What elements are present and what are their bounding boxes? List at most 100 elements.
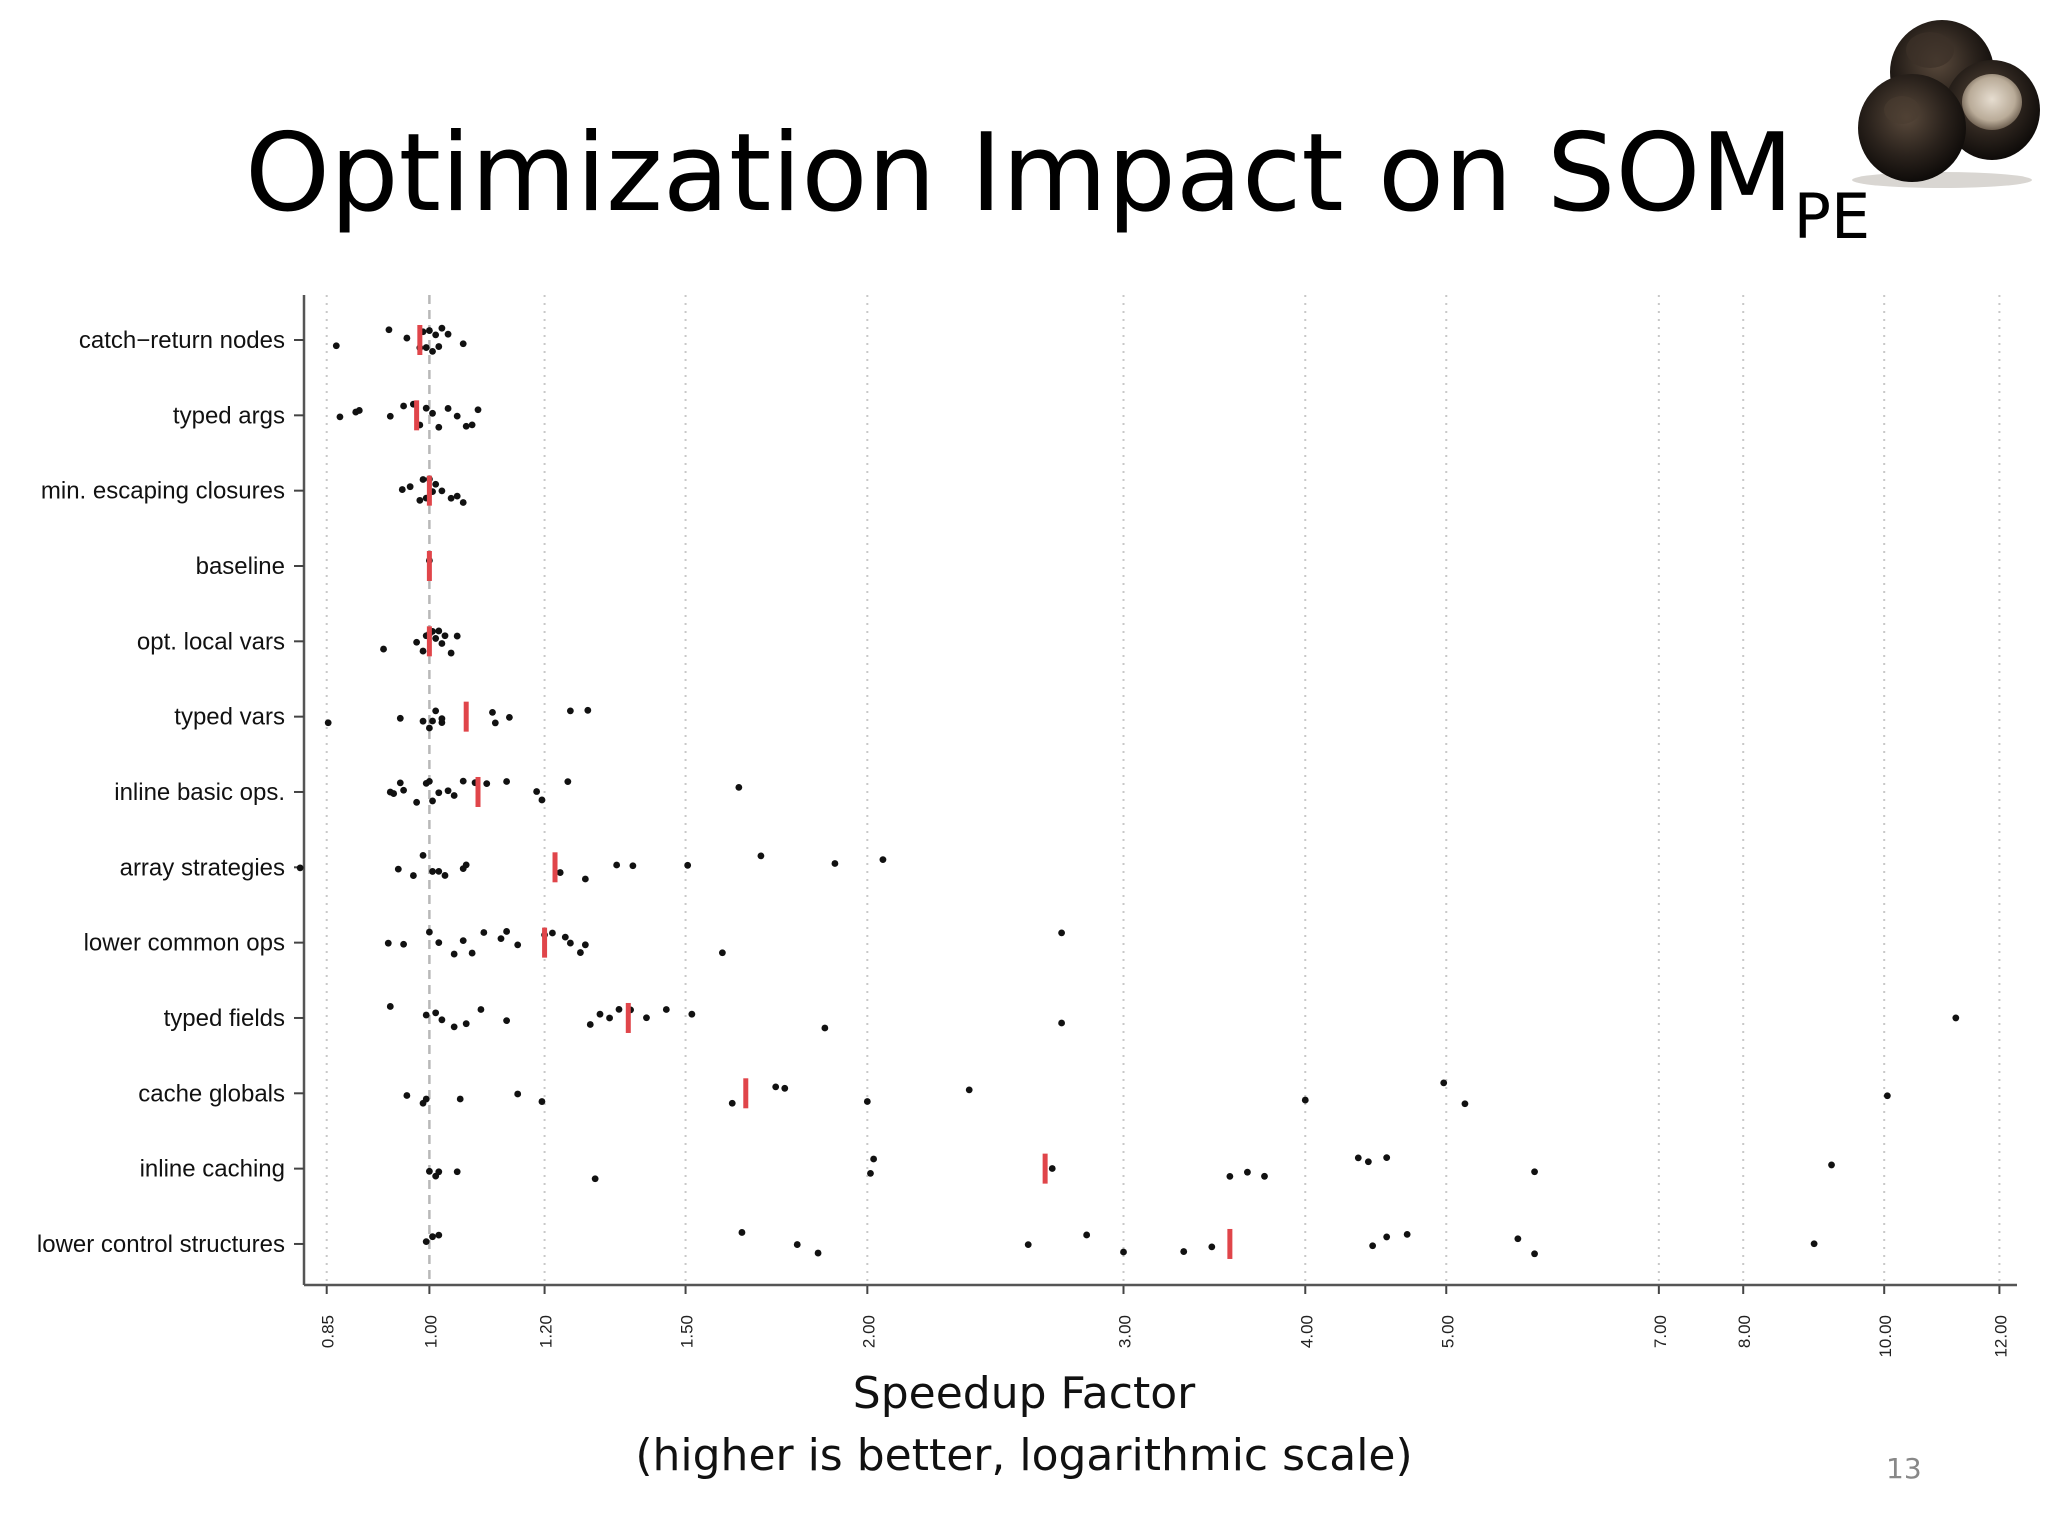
category-label: inline basic ops. <box>114 779 285 806</box>
data-point <box>1403 1230 1411 1238</box>
category-row: lower control structures <box>37 1228 1818 1259</box>
data-point <box>1354 1154 1362 1162</box>
data-point <box>438 324 446 332</box>
slide-title: Optimization Impact on SOMPE <box>245 120 1870 248</box>
data-point <box>429 347 436 355</box>
data-point <box>444 787 452 795</box>
x-tick-label: 1.20 <box>537 1315 556 1348</box>
mean-marker <box>625 1002 631 1033</box>
data-point <box>1531 1250 1538 1258</box>
data-point <box>738 1229 746 1236</box>
data-point <box>435 867 443 875</box>
category-row: baseline <box>196 550 433 581</box>
data-point <box>489 708 496 716</box>
mean-marker <box>463 701 469 732</box>
data-point <box>403 334 411 342</box>
x-tick-label: 1.00 <box>421 1315 440 1348</box>
data-point <box>474 406 482 414</box>
data-point <box>561 933 569 941</box>
slide-title-subscript: PE <box>1793 180 1871 253</box>
data-point <box>296 864 304 872</box>
data-point <box>453 412 461 420</box>
data-point <box>662 1006 670 1013</box>
data-point <box>1364 1158 1372 1166</box>
data-point <box>1083 1231 1091 1239</box>
data-point <box>643 1014 650 1022</box>
data-point <box>1120 1248 1127 1256</box>
data-point <box>1514 1235 1522 1243</box>
data-point <box>793 1241 801 1248</box>
data-point <box>1531 1168 1538 1176</box>
data-point <box>380 645 387 653</box>
data-point <box>441 872 449 879</box>
x-tick-label: 7.00 <box>1651 1315 1670 1348</box>
data-point <box>1208 1243 1216 1251</box>
data-point <box>400 402 407 410</box>
data-point <box>432 635 440 642</box>
data-point <box>422 344 430 351</box>
data-point <box>468 949 476 957</box>
data-point <box>1952 1014 1960 1022</box>
category-label: array strategies <box>120 854 285 881</box>
data-point <box>1180 1248 1188 1255</box>
data-point <box>814 1249 822 1257</box>
data-point <box>413 798 421 806</box>
mean-marker <box>743 1078 749 1109</box>
data-point <box>432 707 440 715</box>
data-point <box>432 1009 440 1017</box>
data-point <box>491 719 499 727</box>
data-point <box>450 792 458 799</box>
data-point <box>718 949 726 957</box>
mean-marker <box>542 927 548 958</box>
data-point <box>1461 1100 1469 1108</box>
category-label: min. escaping closures <box>41 478 285 505</box>
data-point <box>538 796 546 804</box>
mean-marker <box>1042 1153 1048 1184</box>
data-point <box>435 627 443 635</box>
data-point <box>435 789 443 797</box>
data-point <box>435 343 443 350</box>
data-point <box>503 1017 511 1025</box>
category-label: inline caching <box>140 1156 285 1183</box>
data-point <box>386 1003 394 1010</box>
category-row: inline basic ops. <box>114 776 743 807</box>
data-point <box>821 1024 829 1032</box>
truffle-image <box>1852 20 2040 188</box>
category-rows: catch−return nodes typed args min. escapin… <box>37 324 1960 1259</box>
category-label: typed fields <box>164 1005 285 1032</box>
data-point <box>1244 1168 1251 1176</box>
data-point <box>459 340 467 348</box>
data-point <box>757 852 765 860</box>
category-label: baseline <box>196 553 285 580</box>
data-point <box>1883 1092 1891 1100</box>
data-point <box>879 856 887 864</box>
data-point <box>584 706 592 714</box>
data-point <box>1301 1096 1309 1104</box>
data-point <box>591 1175 599 1183</box>
data-point <box>419 647 427 655</box>
mean-marker <box>552 852 558 883</box>
data-point <box>438 1016 446 1024</box>
data-point <box>615 1005 623 1013</box>
mean-marker <box>417 325 423 355</box>
data-point <box>422 404 430 412</box>
data-point <box>556 869 564 876</box>
category-label: opt. local vars <box>137 628 285 655</box>
data-point <box>441 632 449 640</box>
data-point <box>1828 1161 1835 1169</box>
category-row: cache globals <box>138 1078 1891 1109</box>
data-point <box>477 1006 485 1013</box>
data-point <box>505 713 513 721</box>
data-point <box>435 423 443 431</box>
data-point <box>409 872 417 879</box>
x-tick-label: 4.00 <box>1297 1315 1316 1348</box>
data-point <box>596 1010 604 1018</box>
data-point <box>413 638 421 646</box>
mean-marker <box>414 400 420 431</box>
data-point <box>386 412 394 420</box>
data-point <box>447 494 455 502</box>
category-label: cache globals <box>138 1080 285 1107</box>
grid-lines <box>325 295 2001 1285</box>
x-tick-label: 8.00 <box>1735 1315 1754 1348</box>
data-point <box>425 1167 433 1175</box>
